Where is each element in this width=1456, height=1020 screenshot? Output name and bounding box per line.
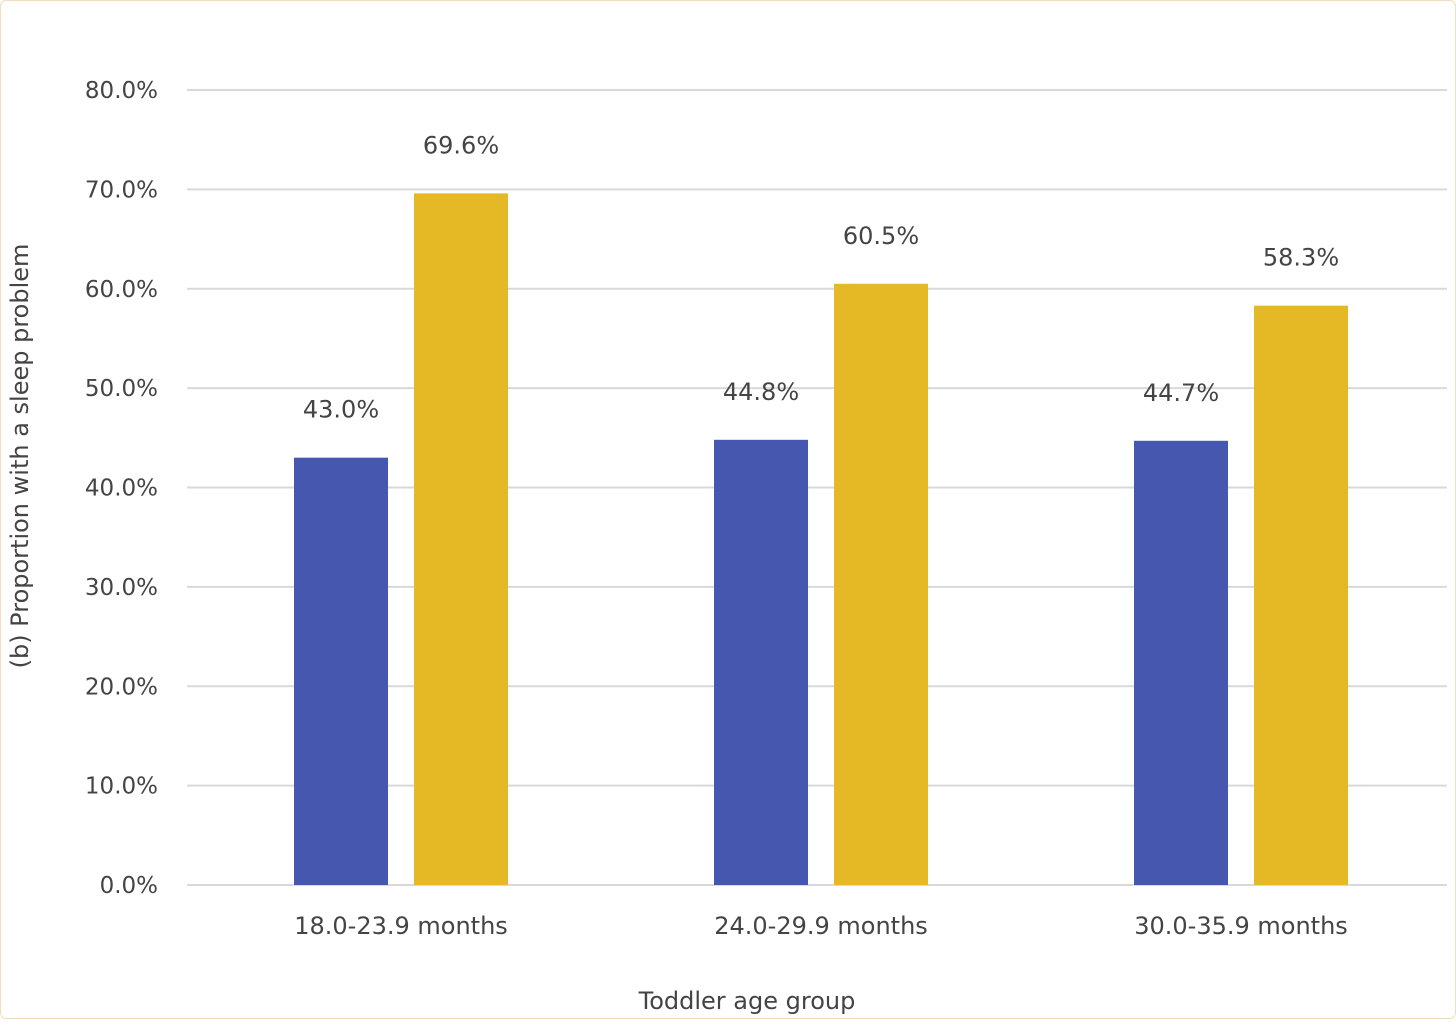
y-axis-ticks: 0.0% 10.0% 20.0% 30.0% 40.0% 50.0% 60.0% 70.0% 8…	[85, 78, 158, 899]
bar-series-2-1	[414, 193, 508, 886]
gridlines	[187, 89, 1447, 886]
x-category-label: 18.0-23.9 months	[294, 912, 508, 940]
y-tick-label: 10.0%	[85, 774, 158, 800]
y-tick-label: 60.0%	[85, 277, 158, 303]
y-tick-label: 70.0%	[85, 177, 158, 203]
data-label: 69.6%	[423, 131, 499, 159]
data-labels: 43.0% 69.6% 44.8% 60.5% 44.7% 58.3%	[303, 131, 1339, 423]
bar-series-1-2	[714, 439, 808, 885]
y-axis-title: (b) Proportion with a sleep problem	[6, 244, 34, 669]
y-tick-label: 40.0%	[85, 476, 158, 502]
data-label: 44.8%	[723, 378, 799, 406]
x-category-label: 24.0-29.9 months	[714, 912, 928, 940]
y-tick-label: 30.0%	[85, 575, 158, 601]
bars	[294, 193, 1348, 886]
y-tick-label: 50.0%	[85, 376, 158, 402]
bar-series-2-2	[834, 283, 928, 885]
bar-series-1-3	[1134, 440, 1228, 885]
y-tick-label: 20.0%	[85, 674, 158, 700]
data-label: 60.5%	[843, 222, 919, 250]
data-label: 58.3%	[1263, 244, 1339, 272]
data-label: 44.7%	[1143, 379, 1219, 407]
y-tick-label: 0.0%	[100, 873, 158, 899]
bar-series-1-1	[294, 457, 388, 885]
x-category-label: 30.0-35.9 months	[1134, 912, 1348, 940]
bar-series-2-3	[1254, 305, 1348, 885]
x-axis-title: Toddler age group	[638, 987, 856, 1015]
y-tick-label: 80.0%	[85, 78, 158, 104]
x-axis-categories: 18.0-23.9 months 24.0-29.9 months 30.0-35.…	[294, 912, 1348, 940]
data-label: 43.0%	[303, 396, 379, 424]
